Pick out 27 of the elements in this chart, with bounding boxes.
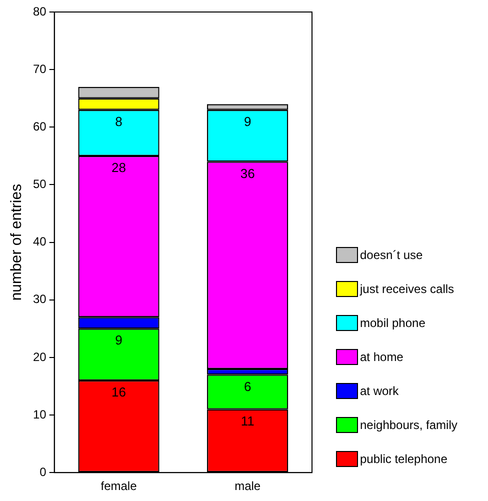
x-tick-label: male: [234, 479, 261, 494]
y-tick-label: 0: [40, 464, 47, 479]
y-tick-label: 10: [32, 407, 47, 422]
data-label: 6: [244, 378, 252, 394]
y-tick-label: 70: [32, 62, 47, 76]
y-tick-label: 30: [32, 292, 47, 306]
legend-label: public telephone: [360, 452, 448, 466]
data-label: 16: [112, 384, 126, 400]
data-label: 8: [115, 114, 122, 129]
y-tick-label: 60: [32, 119, 47, 134]
y-tick-label: 80: [32, 4, 47, 18]
y-tick-label: 50: [32, 177, 47, 192]
x-tick-label: female: [100, 479, 138, 494]
legend-label: at home: [360, 350, 404, 364]
data-label: 36: [240, 166, 255, 181]
data-label: 9: [115, 332, 122, 348]
data-label: 11: [240, 413, 254, 428]
data-label: 9: [244, 114, 252, 129]
data-label: 28: [112, 160, 126, 176]
y-tick-label: 40: [32, 234, 47, 249]
legend-label: at work: [360, 384, 399, 398]
legend-label: neighbours, family: [360, 418, 458, 432]
y-axis-title: number of entries: [8, 184, 26, 301]
legend-label: mobil phone: [360, 316, 426, 330]
y-tick-label: 20: [32, 350, 47, 364]
legend-label: doesn´t use: [360, 248, 423, 262]
legend-label: just receives calls: [360, 282, 454, 296]
